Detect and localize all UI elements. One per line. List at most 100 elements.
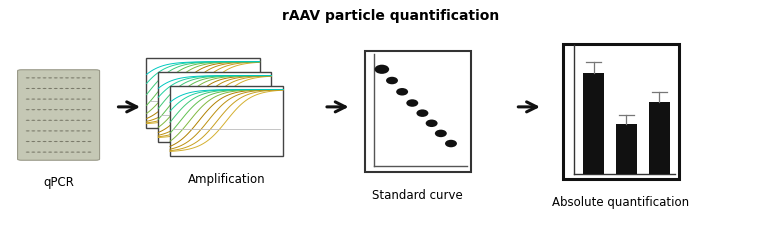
Circle shape: [77, 152, 80, 153]
Text: Standard curve: Standard curve: [373, 188, 463, 201]
Circle shape: [43, 110, 47, 111]
Circle shape: [31, 152, 35, 153]
Circle shape: [48, 152, 52, 153]
Circle shape: [43, 88, 47, 90]
Circle shape: [37, 88, 41, 90]
Circle shape: [59, 120, 63, 121]
Circle shape: [70, 152, 74, 153]
Circle shape: [37, 120, 41, 121]
Circle shape: [87, 78, 91, 79]
Circle shape: [43, 78, 47, 79]
Circle shape: [59, 110, 63, 111]
Circle shape: [70, 99, 74, 100]
Circle shape: [54, 152, 58, 153]
Text: qPCR: qPCR: [43, 176, 74, 188]
Circle shape: [77, 78, 80, 79]
Circle shape: [59, 152, 63, 153]
Circle shape: [48, 120, 52, 121]
Circle shape: [82, 78, 86, 79]
Circle shape: [31, 78, 35, 79]
Circle shape: [31, 88, 35, 90]
Circle shape: [43, 131, 47, 132]
Circle shape: [54, 131, 58, 132]
Circle shape: [54, 120, 58, 121]
Circle shape: [43, 141, 47, 143]
Circle shape: [48, 141, 52, 143]
Circle shape: [26, 88, 30, 90]
Circle shape: [54, 78, 58, 79]
Circle shape: [77, 110, 80, 111]
Circle shape: [43, 152, 47, 153]
Circle shape: [37, 110, 41, 111]
Circle shape: [82, 99, 86, 100]
Circle shape: [77, 88, 80, 90]
Circle shape: [54, 110, 58, 111]
Circle shape: [70, 141, 74, 143]
Circle shape: [65, 152, 69, 153]
Bar: [583, 74, 604, 174]
Circle shape: [70, 88, 74, 90]
Circle shape: [37, 141, 41, 143]
Ellipse shape: [445, 140, 457, 148]
Circle shape: [54, 99, 58, 100]
Circle shape: [59, 141, 63, 143]
Circle shape: [87, 110, 91, 111]
Circle shape: [43, 120, 47, 121]
Circle shape: [26, 110, 30, 111]
Circle shape: [26, 131, 30, 132]
Circle shape: [82, 88, 86, 90]
Circle shape: [77, 99, 80, 100]
Ellipse shape: [386, 77, 398, 85]
Circle shape: [70, 78, 74, 79]
Circle shape: [65, 120, 69, 121]
Circle shape: [37, 131, 41, 132]
Circle shape: [48, 131, 52, 132]
Circle shape: [65, 141, 69, 143]
Circle shape: [59, 78, 63, 79]
Circle shape: [70, 110, 74, 111]
Circle shape: [65, 88, 69, 90]
Circle shape: [37, 78, 41, 79]
Text: Amplification: Amplification: [187, 172, 266, 185]
Circle shape: [59, 131, 63, 132]
Circle shape: [87, 131, 91, 132]
Bar: [648, 103, 670, 174]
Circle shape: [54, 88, 58, 90]
Circle shape: [82, 141, 86, 143]
Text: Absolute quantification: Absolute quantification: [552, 195, 690, 208]
Circle shape: [31, 120, 35, 121]
Circle shape: [65, 110, 69, 111]
Circle shape: [48, 110, 52, 111]
Text: rAAV particle quantification: rAAV particle quantification: [282, 9, 499, 23]
Circle shape: [65, 99, 69, 100]
Bar: [146, 59, 259, 128]
Ellipse shape: [426, 120, 437, 128]
Ellipse shape: [416, 110, 429, 117]
Circle shape: [26, 78, 30, 79]
Circle shape: [37, 152, 41, 153]
Circle shape: [77, 131, 80, 132]
Ellipse shape: [435, 130, 447, 138]
Circle shape: [48, 78, 52, 79]
Circle shape: [26, 152, 30, 153]
Circle shape: [26, 120, 30, 121]
Circle shape: [87, 152, 91, 153]
Circle shape: [31, 110, 35, 111]
Bar: [169, 87, 283, 156]
Circle shape: [82, 120, 86, 121]
Circle shape: [26, 99, 30, 100]
Circle shape: [77, 120, 80, 121]
Bar: [365, 52, 470, 172]
Circle shape: [54, 141, 58, 143]
Circle shape: [65, 78, 69, 79]
Bar: [615, 124, 637, 174]
Circle shape: [31, 99, 35, 100]
Circle shape: [82, 152, 86, 153]
Circle shape: [59, 99, 63, 100]
Circle shape: [77, 141, 80, 143]
Circle shape: [87, 99, 91, 100]
Circle shape: [65, 131, 69, 132]
Circle shape: [82, 131, 86, 132]
Circle shape: [87, 141, 91, 143]
Circle shape: [26, 141, 30, 143]
